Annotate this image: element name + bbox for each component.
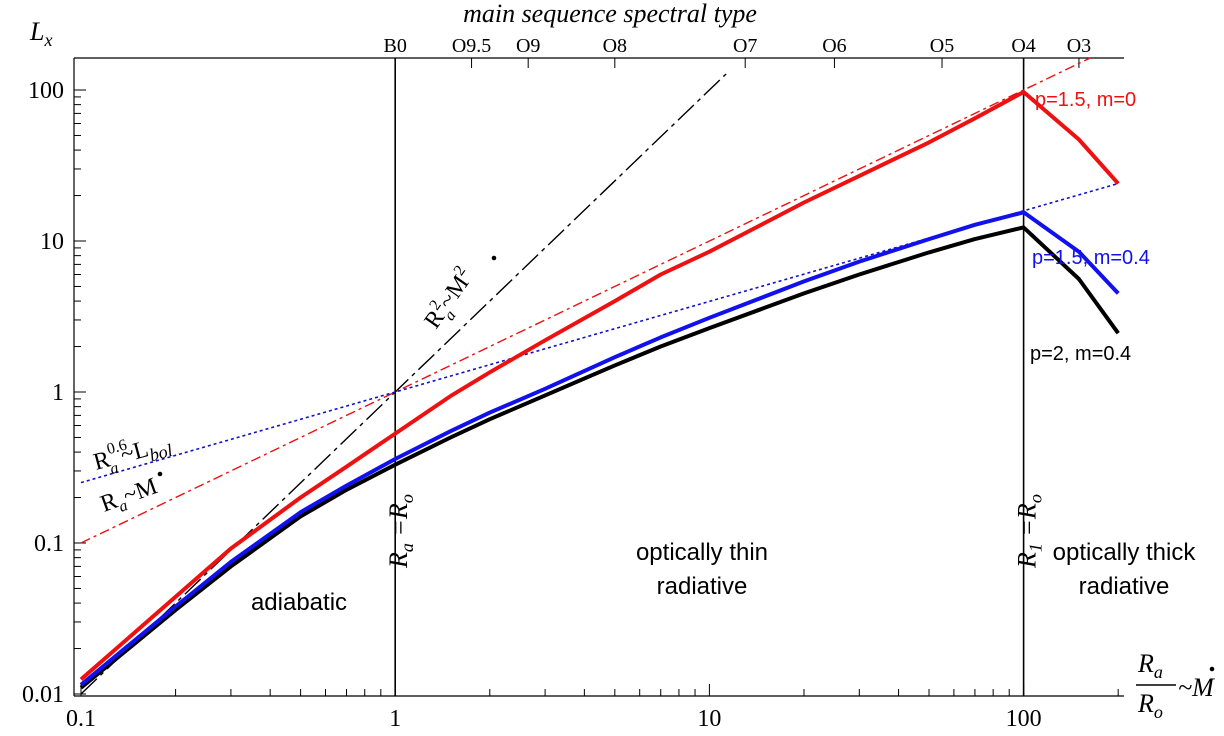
series-label: p=2, m=0.4 <box>1030 343 1131 365</box>
reference-line <box>80 57 1091 544</box>
x-label-denominator: Ro <box>1137 689 1163 722</box>
top-tick-label: O3 <box>1067 35 1091 57</box>
reference-label-slope2: R2a~M2 <box>417 262 484 336</box>
top-tick-label: O5 <box>930 35 954 57</box>
series-line <box>79 225 1120 690</box>
y-axis-label: Lx <box>29 17 52 50</box>
y-tick-label: 1 <box>52 380 64 406</box>
reference-lines-layer <box>80 57 1119 695</box>
top-tick-label: O7 <box>733 35 757 57</box>
top-tick-label: O8 <box>603 35 627 57</box>
series-line <box>79 210 1120 687</box>
series-layer <box>79 90 1120 690</box>
vertical-lines-layer <box>394 58 1025 696</box>
reference-label-slope1: Ra~M <box>97 473 162 521</box>
region-label: adiabatic <box>251 589 347 616</box>
vertical-line-label: Ra =Ro <box>384 494 417 569</box>
x-axis-label: Ra Ro ~M <box>1136 649 1215 722</box>
x-tick-label: 0.1 <box>66 706 96 732</box>
top-tick-label: B0 <box>384 35 407 57</box>
x-tick-label: 100 <box>1006 706 1042 732</box>
series-label: p=1.5, m=0 <box>1035 89 1136 111</box>
top-tick-label: O9.5 <box>452 35 491 57</box>
top-axis-title: main sequence spectral type <box>463 0 757 28</box>
y-tick-label: 100 <box>28 78 64 104</box>
x-tick-label: 1 <box>389 706 401 732</box>
labels-layer: Ra =Ro R1 =Ro R2a~M2 Ra~MR0.6a~Lbol p=1.5, m… <box>90 89 1197 616</box>
top-tick-label: O6 <box>822 35 846 57</box>
vertical-line-label: R1 =Ro <box>1013 494 1046 569</box>
y-tick-label: 10 <box>40 229 64 255</box>
region-label: radiative <box>657 573 748 600</box>
series-label: p=1.5, m=0.4 <box>1032 247 1150 269</box>
series-line <box>79 90 1120 681</box>
x-label-numerator: Ra <box>1137 649 1163 682</box>
y-tick-label: 0.01 <box>22 682 64 708</box>
region-label: radiative <box>1079 573 1170 600</box>
mdot-dot <box>491 255 497 261</box>
region-label: optically thin <box>636 539 768 566</box>
mdot-dot <box>157 471 163 477</box>
x-tick-label: 10 <box>697 706 721 732</box>
y-tick-label: 0.1 <box>34 531 64 557</box>
reference-label-slope06: R0.6a~Lbol <box>90 425 176 481</box>
x-label-mdot-dot <box>1209 666 1215 672</box>
reference-line <box>80 73 727 695</box>
region-label: optically thick <box>1053 539 1197 566</box>
top-tick-label: O9 <box>516 35 540 57</box>
x-label-suffix: ~M <box>1178 673 1215 702</box>
top-tick-label: O4 <box>1011 35 1035 57</box>
